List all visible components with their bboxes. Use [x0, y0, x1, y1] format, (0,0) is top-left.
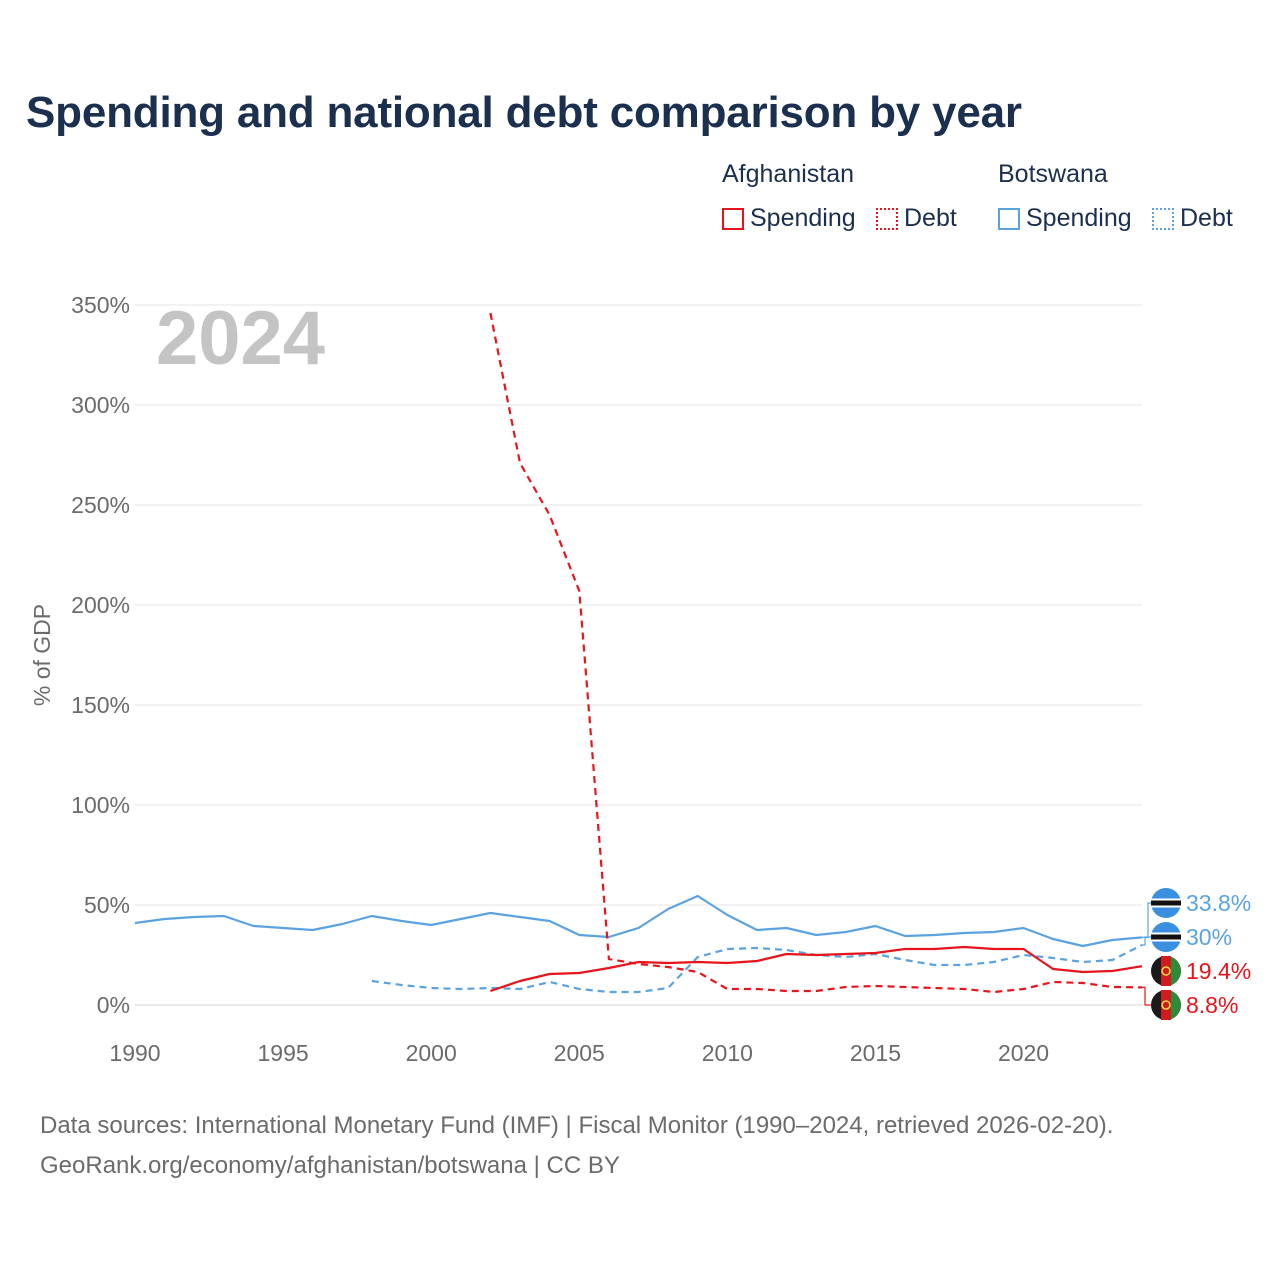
y-tick-label: 200% — [71, 592, 130, 618]
x-tick-label: 2015 — [850, 1040, 901, 1066]
legend-item-label: Spending — [1026, 204, 1132, 232]
legend-botswana-debt[interactable]: Debt — [1152, 204, 1233, 233]
y-tick-label: 350% — [71, 292, 130, 318]
leader-line — [1142, 936, 1152, 946]
end-value-label: 8.8% — [1186, 992, 1238, 1018]
legend-country-afghanistan: Afghanistan — [722, 160, 855, 188]
flag-emblem — [1161, 1000, 1171, 1010]
legend-afghanistan-spending[interactable]: Spending — [722, 204, 856, 233]
x-tick-label: 1990 — [109, 1040, 160, 1066]
x-tick-label: 2010 — [702, 1040, 753, 1066]
data-source-text: Data sources: International Monetary Fun… — [40, 1112, 1114, 1139]
legend-afghanistan-debt[interactable]: Debt — [876, 204, 957, 233]
flag-stripe — [1171, 990, 1181, 1020]
dotted-line-swatch-icon — [876, 207, 898, 230]
year-label: 2024 — [156, 296, 325, 381]
series-line-botswana-debt — [371, 944, 1143, 994]
y-tick-label: 150% — [71, 692, 130, 718]
legend-country-botswana: Botswana — [998, 160, 1108, 188]
x-tick-label: 2020 — [998, 1040, 1049, 1066]
dotted-line-swatch-icon — [1152, 207, 1174, 230]
series-line-afghanistan-spending — [490, 945, 1143, 993]
solid-line-swatch-icon — [998, 207, 1020, 230]
end-value-label: 30% — [1186, 924, 1232, 950]
end-value-label: 33.8% — [1186, 890, 1251, 916]
flag-stripe — [1161, 990, 1171, 1020]
y-axis-label: % of GDP — [29, 604, 55, 706]
y-tick-label: 0% — [97, 992, 130, 1018]
flag-stripe — [1161, 956, 1171, 986]
flag-emblem — [1161, 966, 1171, 976]
footer: Data sources: International Monetary Fun… — [40, 1106, 1113, 1186]
solid-line-swatch-icon — [722, 207, 744, 230]
y-tick-label: 300% — [71, 392, 130, 418]
y-tick-label: 250% — [71, 492, 130, 518]
series-line-afghanistan-debt — [489, 312, 1143, 994]
flag-stripe — [1171, 956, 1181, 986]
legend-botswana-spending[interactable]: Spending — [998, 204, 1132, 233]
attribution-text: GeoRank.org/economy/afghanistan/botswana… — [40, 1152, 620, 1179]
x-tick-label: 1995 — [258, 1040, 309, 1066]
chart-title: Spending and national debt comparison by… — [26, 88, 1022, 137]
flag-stripe — [1151, 934, 1181, 940]
legend-item-label: Debt — [1180, 204, 1233, 232]
x-tick-label: 2000 — [406, 1040, 457, 1066]
y-tick-label: 50% — [84, 892, 130, 918]
leader-line — [1142, 902, 1152, 938]
flag-stripe — [1151, 900, 1181, 906]
legend-item-label: Spending — [750, 204, 856, 232]
end-value-label: 19.4% — [1186, 958, 1251, 984]
y-tick-label: 100% — [71, 792, 130, 818]
leader-line — [1142, 986, 1152, 1006]
x-tick-label: 2005 — [554, 1040, 605, 1066]
series-line-botswana-spending — [134, 894, 1143, 948]
legend-item-label: Debt — [904, 204, 957, 232]
